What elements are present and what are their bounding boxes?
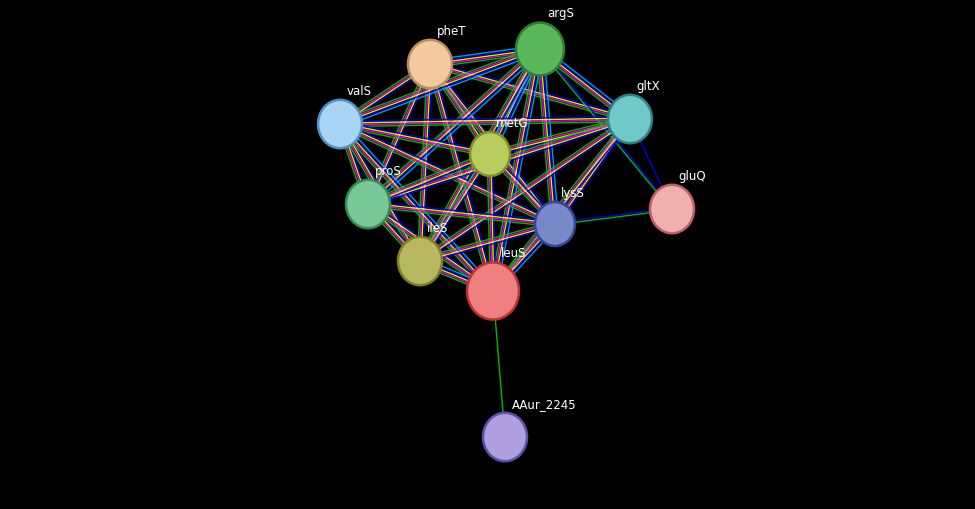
Text: ileS: ileS	[427, 221, 448, 235]
Ellipse shape	[650, 185, 694, 233]
Ellipse shape	[318, 100, 362, 148]
Text: metG: metG	[496, 117, 528, 130]
Ellipse shape	[516, 22, 564, 75]
Ellipse shape	[346, 180, 390, 228]
Text: pheT: pheT	[437, 24, 466, 38]
Text: gluQ: gluQ	[679, 169, 706, 183]
Ellipse shape	[608, 95, 652, 143]
Ellipse shape	[483, 413, 527, 461]
Text: argS: argS	[547, 7, 574, 20]
Ellipse shape	[408, 40, 452, 88]
Text: lysS: lysS	[561, 187, 585, 200]
Text: gltX: gltX	[637, 79, 660, 93]
Ellipse shape	[398, 237, 442, 285]
Text: AAur_2245: AAur_2245	[512, 398, 576, 411]
Text: leuS: leuS	[501, 247, 526, 260]
Ellipse shape	[467, 263, 519, 320]
Ellipse shape	[470, 132, 510, 176]
Ellipse shape	[535, 202, 575, 246]
Text: valS: valS	[346, 84, 371, 98]
Text: proS: proS	[374, 164, 402, 178]
